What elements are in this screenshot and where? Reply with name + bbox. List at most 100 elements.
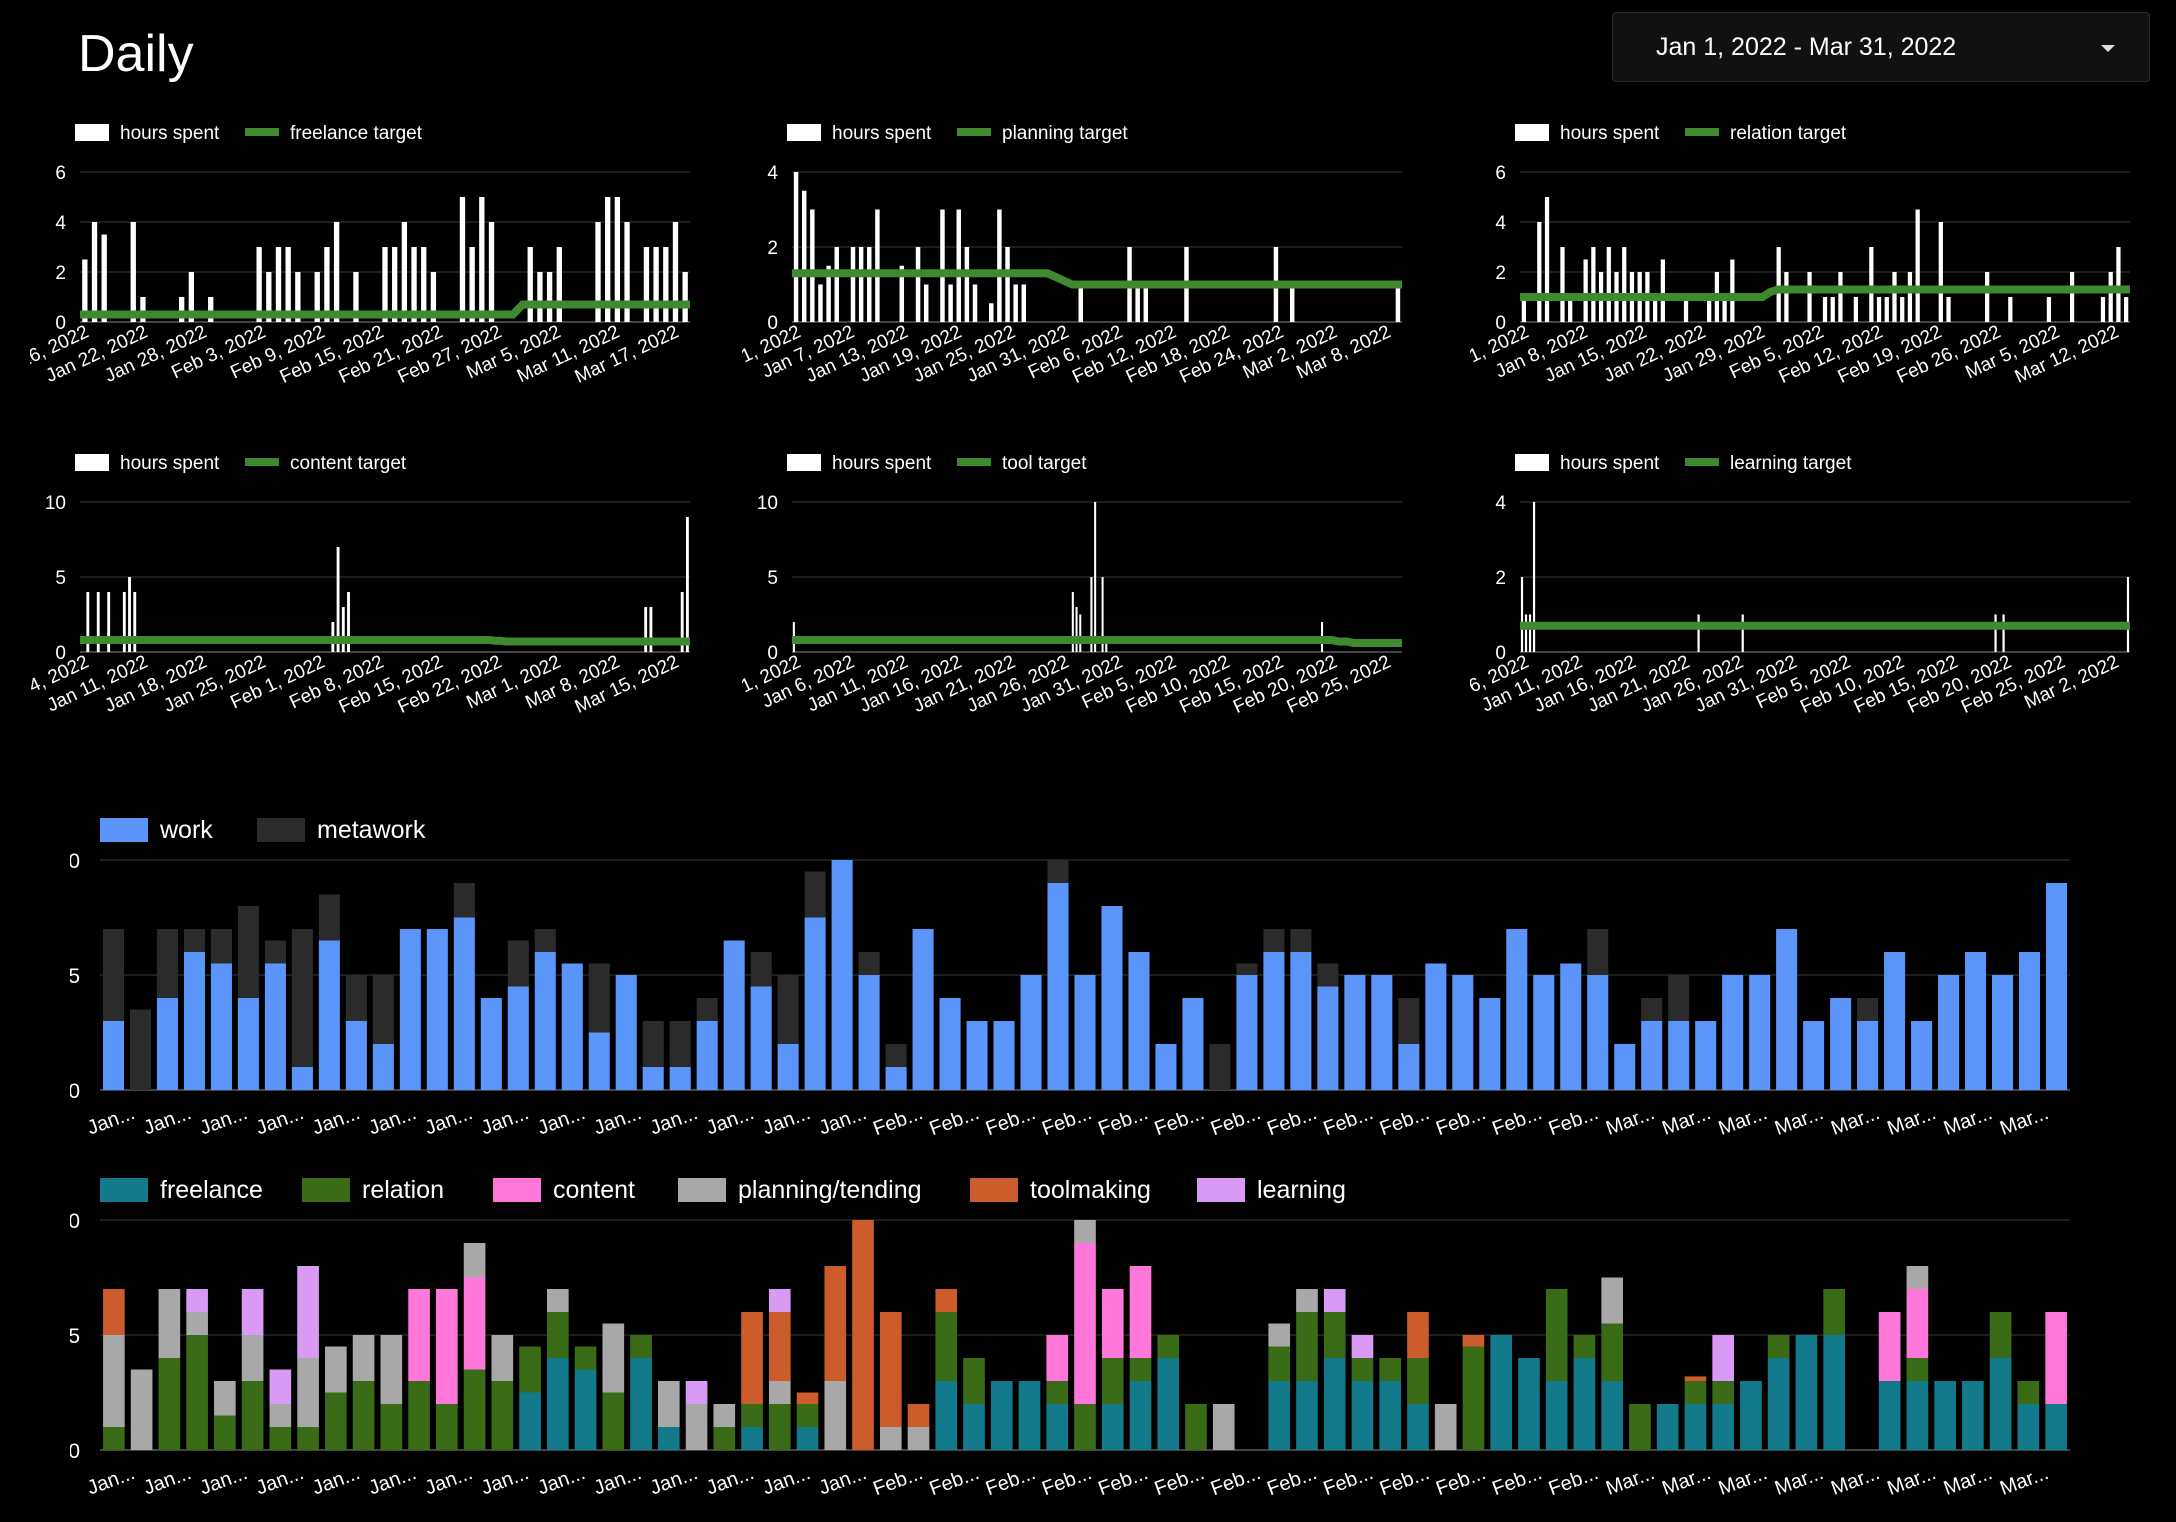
bar-segment: [1560, 963, 1582, 1090]
bar-segment: [1614, 1044, 1636, 1090]
y-tick-label: 6: [1495, 163, 1506, 184]
bar-segment: [534, 929, 556, 952]
legend-swatch: [493, 1178, 541, 1202]
bar: [1938, 222, 1943, 322]
legend-label-target: tool target: [1002, 453, 1087, 474]
y-tick-label: 10: [70, 1210, 80, 1233]
bar-segment: [804, 917, 826, 1090]
bar: [353, 272, 359, 322]
bar-segment: [796, 1392, 819, 1404]
bar-segment: [186, 1335, 208, 1450]
x-tick-label: Feb...: [1152, 1102, 1208, 1140]
bar: [1524, 614, 1528, 652]
bar-segment: [1212, 1404, 1235, 1450]
bar: [275, 247, 282, 322]
bar: [324, 247, 330, 322]
date-range-picker[interactable]: Jan 1, 2022 - Mar 31, 2022: [1612, 12, 2150, 82]
bar: [1560, 247, 1565, 322]
bar: [850, 247, 856, 322]
bar-segment: [1857, 998, 1879, 1021]
bar: [1892, 272, 1897, 322]
bar: [479, 197, 485, 322]
legend: hours spent content target: [75, 453, 407, 474]
bar: [546, 272, 553, 322]
bar-segment: [1795, 1335, 1818, 1450]
chart-categories: freelance relation content planning/tending…: [70, 1165, 2110, 1505]
bar-segment: [657, 1381, 680, 1427]
bar-segment: [2045, 1312, 2067, 1404]
bar-segment: [158, 1289, 181, 1358]
bar-segment: [1047, 883, 1069, 1090]
bar-segment: [1296, 1381, 1318, 1450]
bar-segment: [935, 1381, 958, 1450]
bar-segment: [824, 1381, 847, 1450]
x-tick-label: Feb...: [1433, 1102, 1489, 1140]
legend-swatch: [100, 1178, 148, 1202]
bar: [964, 247, 970, 322]
bar-segment: [1906, 1358, 1929, 1381]
bar-segment: [1074, 1404, 1096, 1450]
bar-segment: [237, 906, 259, 998]
bar-segment: [669, 1021, 691, 1067]
bar-segment: [1490, 1335, 1513, 1450]
x-tick-label: Jan...: [197, 1102, 250, 1139]
bar-segment: [750, 986, 772, 1090]
bar-segment: [1906, 1381, 1929, 1450]
bar-segment: [436, 1289, 458, 1404]
bar: [624, 222, 630, 322]
bar-segment: [1046, 1381, 1069, 1404]
bar-segment: [966, 1021, 988, 1090]
bar-segment: [1157, 1335, 1180, 1358]
x-tick-label: Feb...: [1039, 1102, 1095, 1140]
bar: [459, 197, 466, 322]
chevron-down-icon[interactable]: [2101, 45, 2115, 52]
chart-work-metawork: workmetawork0510Jan...Jan...Jan...Jan...…: [70, 805, 2110, 1145]
x-tick-label: Feb...: [983, 1462, 1039, 1500]
bar: [401, 222, 408, 322]
bar-segment: [1407, 1312, 1429, 1358]
bar-segment: [534, 952, 556, 1090]
legend: hours spent tool target: [787, 453, 1087, 474]
legend-label-target: relation target: [1730, 123, 1847, 144]
bar: [2046, 297, 2052, 322]
legend-label: work: [159, 816, 213, 844]
bar-segment: [990, 1381, 1013, 1450]
y-tick-label: 2: [55, 263, 66, 284]
bar: [810, 209, 815, 322]
bar: [875, 209, 880, 322]
bar-segment: [1462, 1335, 1485, 1347]
bar-segment: [1767, 1335, 1790, 1358]
bar: [644, 607, 648, 652]
bar-segment: [1989, 1358, 2012, 1450]
bar: [1021, 284, 1027, 322]
bar-segment: [2045, 883, 2068, 1090]
bar: [1722, 297, 1727, 322]
bar-segment: [318, 894, 340, 941]
y-tick-label: 10: [757, 493, 778, 514]
x-tick-label: Jan...: [84, 1102, 137, 1139]
bar: [527, 247, 533, 322]
bar-segment: [1317, 986, 1339, 1090]
legend-swatch-hours: [1515, 124, 1549, 141]
x-tick-label: Mar...: [1659, 1462, 1714, 1500]
bar-segment: [237, 998, 259, 1090]
x-tick-label: Feb...: [1321, 1462, 1377, 1500]
bar-segment: [1656, 1404, 1679, 1450]
bar: [2108, 272, 2113, 322]
legend: work metawork: [100, 816, 426, 844]
bar-segment: [1398, 998, 1420, 1044]
bar: [179, 297, 185, 322]
bar: [1521, 297, 1526, 322]
bar: [2002, 614, 2005, 652]
x-tick-label: Mar...: [1659, 1102, 1714, 1140]
legend: hours spent relation target: [1515, 123, 1847, 144]
bar: [86, 592, 90, 652]
bar-segment: [345, 1021, 367, 1090]
legend-swatch-hours: [75, 124, 109, 141]
date-range-label: Jan 1, 2022 - Mar 31, 2022: [1656, 32, 1957, 61]
bar-segment: [1074, 1243, 1096, 1404]
bar: [1591, 247, 1596, 322]
x-tick-label: Jan...: [591, 1462, 644, 1499]
bar-segment: [1290, 952, 1312, 1090]
